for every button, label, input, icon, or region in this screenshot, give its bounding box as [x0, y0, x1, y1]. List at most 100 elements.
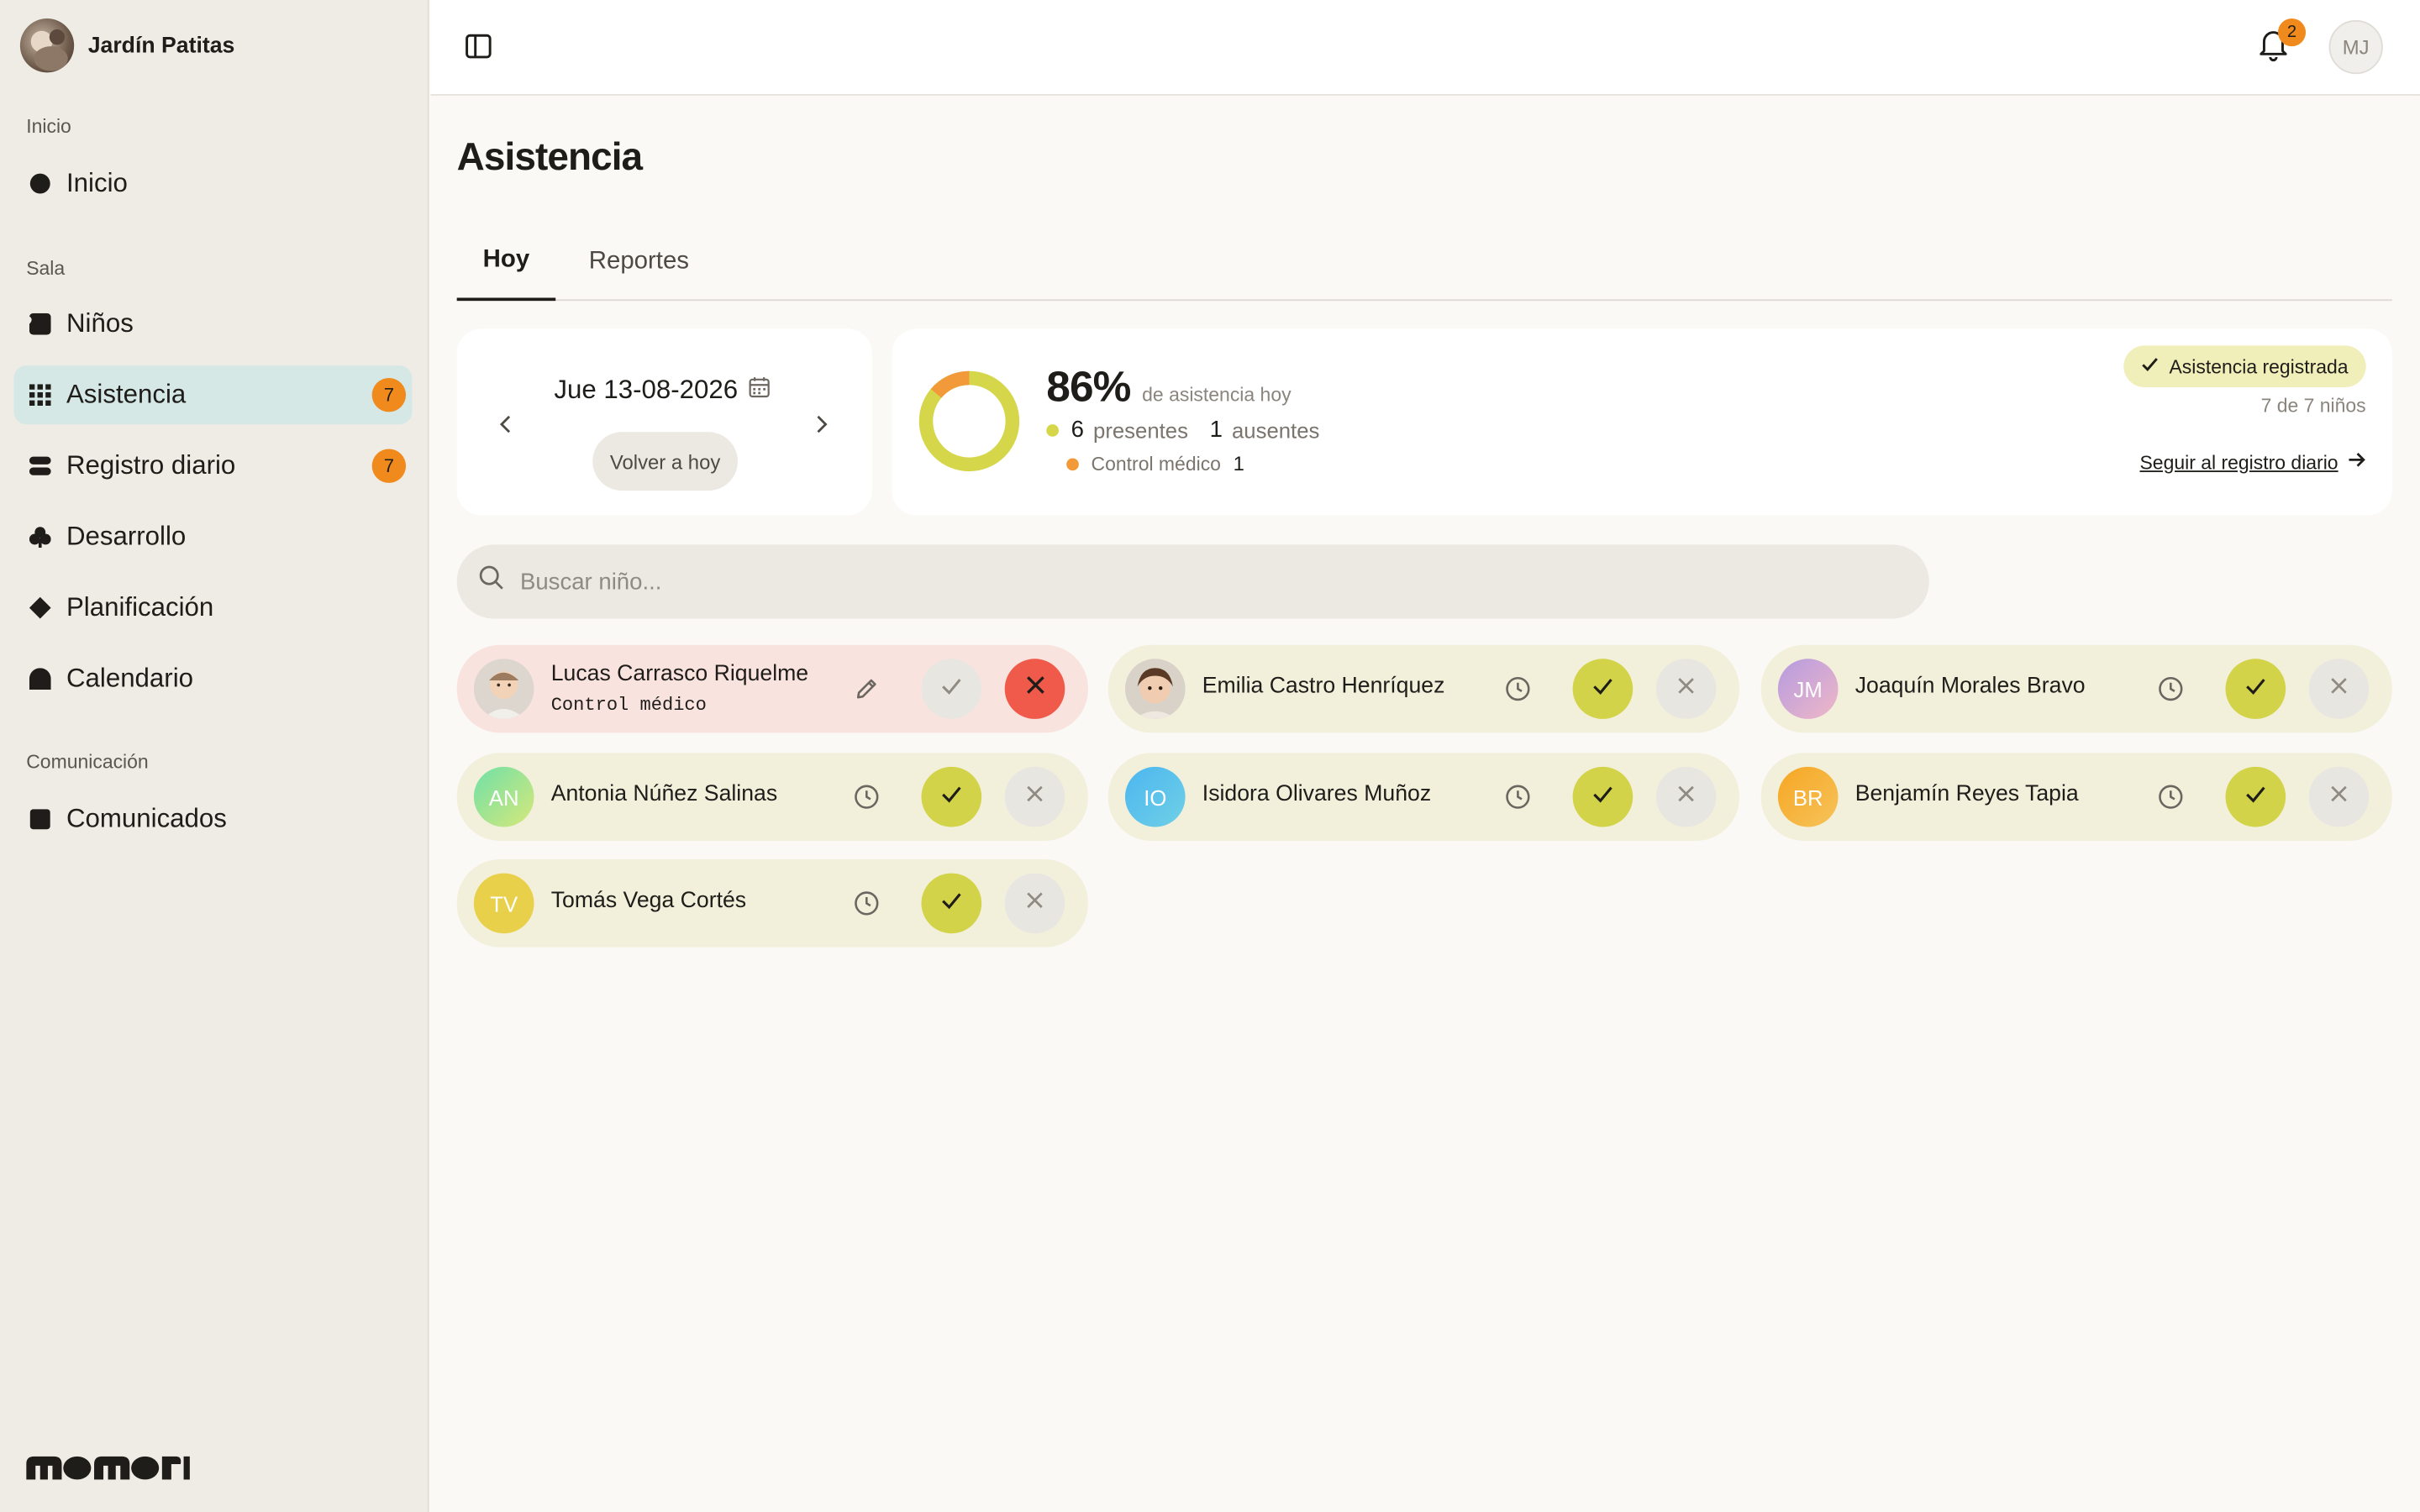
child-initials: BR: [1792, 784, 1823, 810]
clock-icon[interactable]: [849, 780, 882, 813]
mark-absent-button[interactable]: [1655, 766, 1717, 827]
sidebar-item-asistencia[interactable]: Asistencia 7: [13, 365, 413, 425]
clock-icon[interactable]: [2153, 780, 2186, 813]
org-name: Jardín Patitas: [87, 33, 235, 58]
mark-absent-button[interactable]: [1004, 873, 1065, 934]
tab-hoy[interactable]: Hoy: [456, 223, 556, 302]
clock-icon[interactable]: [1500, 671, 1534, 705]
donut-medical-arc: [918, 370, 1020, 472]
mark-present-button[interactable]: [2225, 766, 2286, 827]
arch-icon: [29, 668, 51, 690]
follow-link-label: Seguir al registro diario: [2139, 451, 2338, 473]
registered-label: Asistencia registrada: [2169, 355, 2349, 378]
child-name: Antonia Núñez Salinas: [550, 782, 778, 807]
date-picker[interactable]: Jue 13-08-2026: [554, 375, 770, 406]
mark-absent-button[interactable]: [1655, 659, 1717, 719]
check-icon: [940, 888, 964, 919]
child-avatar: JM: [1777, 659, 1839, 719]
sidebar-item-inicio[interactable]: Inicio: [14, 155, 413, 213]
presence-summary: 6 presentes 1 ausentes: [1046, 417, 1319, 443]
present-dot: [1046, 423, 1059, 436]
sidebar-item-registro-diario[interactable]: Registro diario 7: [14, 437, 413, 496]
sidebar-item-label: Calendario: [66, 663, 194, 693]
edit-pencil-icon[interactable]: [849, 671, 882, 705]
child-note: Control médico: [550, 694, 707, 717]
mark-absent-button[interactable]: [1004, 766, 1065, 827]
attendance-percent-label: de asistencia hoy: [1142, 384, 1292, 407]
search-input[interactable]: [519, 568, 1879, 596]
child-card: Lucas Carrasco Riquelme Control médico: [456, 644, 1088, 733]
mark-present-button[interactable]: [921, 766, 982, 827]
section-label-inicio: Inicio: [26, 115, 71, 138]
close-icon: [2329, 783, 2349, 811]
present-count: 6: [1071, 416, 1084, 444]
sidebar-toggle-icon[interactable]: [465, 33, 496, 64]
sidebar-badge: 7: [371, 449, 407, 483]
sidebar-item-planificacion[interactable]: Planificación: [14, 579, 413, 638]
sidebar-item-comunicados[interactable]: Comunicados: [14, 790, 413, 848]
mark-absent-button[interactable]: [2308, 766, 2370, 827]
sidebar-item-label: Niños: [66, 308, 134, 339]
medical-dot: [1066, 457, 1079, 470]
sidebar-item-ninos[interactable]: Niños: [14, 295, 413, 354]
child-name: Tomás Vega Cortés: [550, 888, 747, 914]
child-avatar: TV: [473, 873, 534, 934]
momori-logo: [26, 1452, 190, 1490]
clock-icon[interactable]: [1500, 780, 1534, 813]
mark-absent-button[interactable]: [2308, 659, 2370, 719]
mark-present-button[interactable]: [2225, 659, 2286, 719]
clock-icon[interactable]: [2153, 671, 2186, 705]
stack-icon: [29, 455, 51, 477]
chevron-left-icon[interactable]: [497, 413, 518, 435]
absent-label: ausentes: [1232, 417, 1320, 443]
child-card: IO Isidora Olivares Muñoz: [1107, 753, 1739, 842]
mark-absent-button[interactable]: [1004, 659, 1065, 719]
sidebar-item-calendario[interactable]: Calendario: [14, 649, 413, 708]
child-card: JM Joaquín Morales Bravo: [1760, 644, 2392, 733]
close-icon: [2329, 675, 2349, 703]
sidebar-item-label: Planificación: [66, 592, 214, 622]
child-name: Joaquín Morales Bravo: [1854, 674, 2086, 700]
child-avatar: [1124, 659, 1186, 719]
mark-present-button[interactable]: [921, 659, 982, 719]
child-card: BR Benjamín Reyes Tapia: [1760, 753, 2392, 842]
check-icon: [1591, 674, 1615, 705]
child-name: Isidora Olivares Muñoz: [1202, 782, 1432, 807]
bell-icon[interactable]: [2258, 28, 2291, 65]
child-name: Lucas Carrasco Riquelme: [550, 661, 809, 687]
notification-badge: 2: [2277, 18, 2307, 47]
present-label: presentes: [1093, 417, 1188, 443]
child-avatar: [473, 659, 534, 719]
close-icon: [1676, 675, 1697, 703]
sidebar-item-label: Desarrollo: [66, 521, 187, 551]
org-switcher[interactable]: Jardín Patitas: [19, 18, 235, 73]
mark-present-button[interactable]: [1572, 766, 1634, 827]
back-to-today-button[interactable]: Volver a hoy: [592, 432, 738, 491]
follow-daily-log-link[interactable]: Seguir al registro diario: [2139, 450, 2365, 474]
attendance-donut: [918, 370, 1020, 472]
section-label-sala: Sala: [26, 257, 66, 280]
close-icon: [1025, 783, 1045, 811]
tab-reportes[interactable]: Reportes: [588, 248, 690, 275]
chevron-right-icon[interactable]: [812, 413, 834, 435]
check-icon: [2244, 781, 2268, 812]
child-initials: AN: [488, 784, 519, 810]
grid-icon: [29, 384, 51, 407]
clock-icon[interactable]: [849, 885, 882, 919]
child-avatar: IO: [1124, 766, 1186, 827]
mark-present-button[interactable]: [1572, 659, 1634, 719]
search-icon: [478, 564, 504, 598]
child-name: Benjamín Reyes Tapia: [1854, 782, 2079, 807]
child-avatar: BR: [1777, 766, 1839, 827]
attendance-stats-card: 86% de asistencia hoy 6 presentes 1 ause…: [892, 328, 2392, 516]
medical-summary: Control médico 1: [1066, 452, 1254, 475]
page-title: Asistencia: [456, 135, 643, 180]
sidebar-item-label: Inicio: [66, 168, 128, 198]
sidebar-item-desarrollo[interactable]: Desarrollo: [14, 507, 413, 566]
close-icon: [1024, 675, 1046, 704]
sidebar: Jardín Patitas Inicio Inicio Sala Niños …: [0, 0, 429, 1512]
user-avatar[interactable]: MJ: [2328, 19, 2383, 75]
mark-present-button[interactable]: [921, 873, 982, 934]
check-icon: [940, 781, 964, 812]
square-icon: [29, 808, 51, 830]
